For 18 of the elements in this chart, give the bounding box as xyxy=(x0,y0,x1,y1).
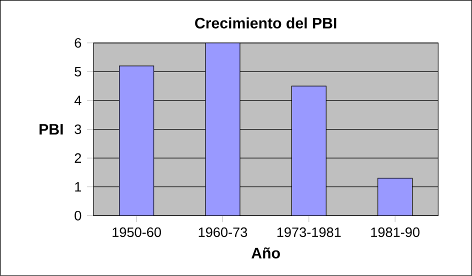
bar xyxy=(291,86,326,216)
x-tick-label: 1950-60 xyxy=(112,227,161,238)
y-tick-label: 5 xyxy=(74,67,82,76)
y-tick-label: 0 xyxy=(74,210,82,221)
y-tick-label: 4 xyxy=(74,96,82,106)
bar xyxy=(119,66,154,216)
y-tick-label: 2 xyxy=(74,153,81,163)
chart-title: Crecimiento del PBI xyxy=(195,17,336,29)
x-tick-label: 1973-1981 xyxy=(277,227,341,238)
bar xyxy=(205,42,240,216)
x-tick-label: 1981-90 xyxy=(371,227,420,238)
x-axis-title: Año xyxy=(252,247,280,259)
y-axis-title: PBI xyxy=(40,124,63,135)
bar xyxy=(378,178,413,216)
y-tick-label: 6 xyxy=(74,38,82,48)
x-tick-label: 1960-73 xyxy=(198,227,248,238)
y-tick-label: 3 xyxy=(74,124,82,134)
y-tick-label: 1 xyxy=(75,182,82,192)
